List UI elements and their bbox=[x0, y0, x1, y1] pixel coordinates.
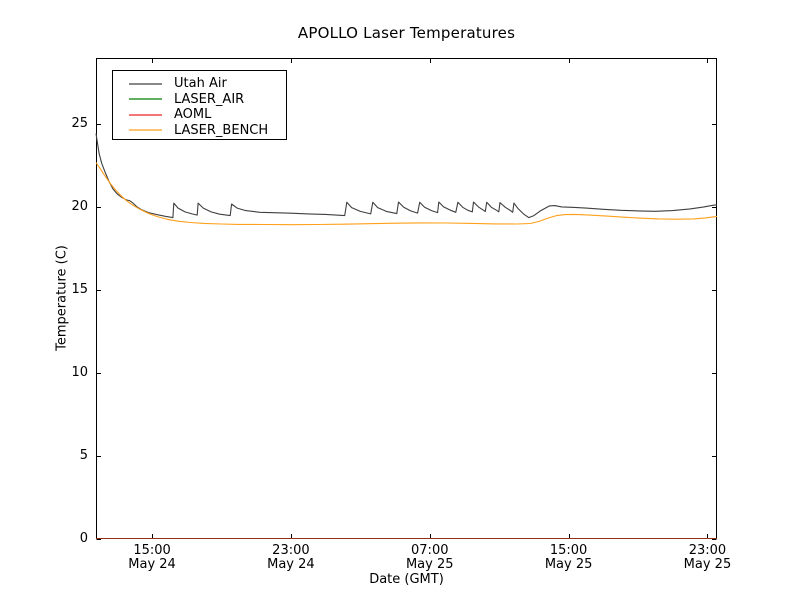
y-tick-label: 25 bbox=[71, 116, 88, 132]
y-tick-label: 5 bbox=[79, 448, 88, 464]
x-tick-date: May 24 bbox=[128, 557, 176, 572]
legend-item-label: Utah Air bbox=[174, 76, 227, 92]
x-tick-label: 23:00 May 25 bbox=[662, 544, 752, 572]
series-line-utah-air bbox=[95, 133, 718, 219]
y-axis-label: Temperature (C) bbox=[54, 245, 70, 351]
x-axis-label: Date (GMT) bbox=[369, 572, 444, 587]
x-tick-time: 15:00 bbox=[133, 543, 171, 558]
y-tick-label: 0 bbox=[79, 531, 88, 546]
chart-title: APOLLO Laser Temperatures bbox=[297, 24, 516, 42]
legend: Utah Air LASER_AIR AOML LASER_BENCH bbox=[112, 70, 287, 140]
legend-line-sample bbox=[129, 82, 162, 85]
legend-item-label: LASER_AIR bbox=[174, 91, 245, 107]
legend-item: Utah Air bbox=[129, 76, 286, 92]
y-tick-label: 20 bbox=[71, 199, 88, 215]
x-tick-date: May 25 bbox=[544, 557, 593, 572]
legend-line-sample bbox=[129, 129, 162, 132]
legend-item-label: LASER_BENCH bbox=[174, 122, 269, 138]
legend-line-sample bbox=[129, 98, 162, 101]
legend-item: AOML bbox=[129, 107, 286, 123]
x-tick-date: May 24 bbox=[267, 557, 315, 572]
y-tick-label: 10 bbox=[71, 365, 88, 381]
x-tick-time: 07:00 bbox=[411, 543, 449, 558]
x-tick-label: 07:00 May 25 bbox=[385, 544, 475, 572]
series-line-laser-bench bbox=[95, 162, 718, 226]
x-tick-label: 15:00 May 25 bbox=[524, 544, 614, 572]
x-tick-time: 23:00 bbox=[272, 543, 310, 558]
legend-line-sample bbox=[129, 113, 162, 116]
x-tick-date: May 25 bbox=[405, 557, 454, 572]
legend-item: LASER_AIR bbox=[129, 92, 286, 108]
x-tick-time: 23:00 bbox=[688, 543, 727, 558]
x-tick-time: 15:00 bbox=[549, 543, 588, 558]
x-tick-label: 15:00 May 24 bbox=[107, 544, 197, 572]
x-tick-label: 23:00 May 24 bbox=[246, 544, 336, 572]
y-tick-label: 15 bbox=[71, 282, 88, 298]
legend-item-label: AOML bbox=[174, 107, 212, 123]
legend-item: LASER_BENCH bbox=[129, 123, 286, 139]
x-tick-date: May 25 bbox=[683, 557, 732, 572]
